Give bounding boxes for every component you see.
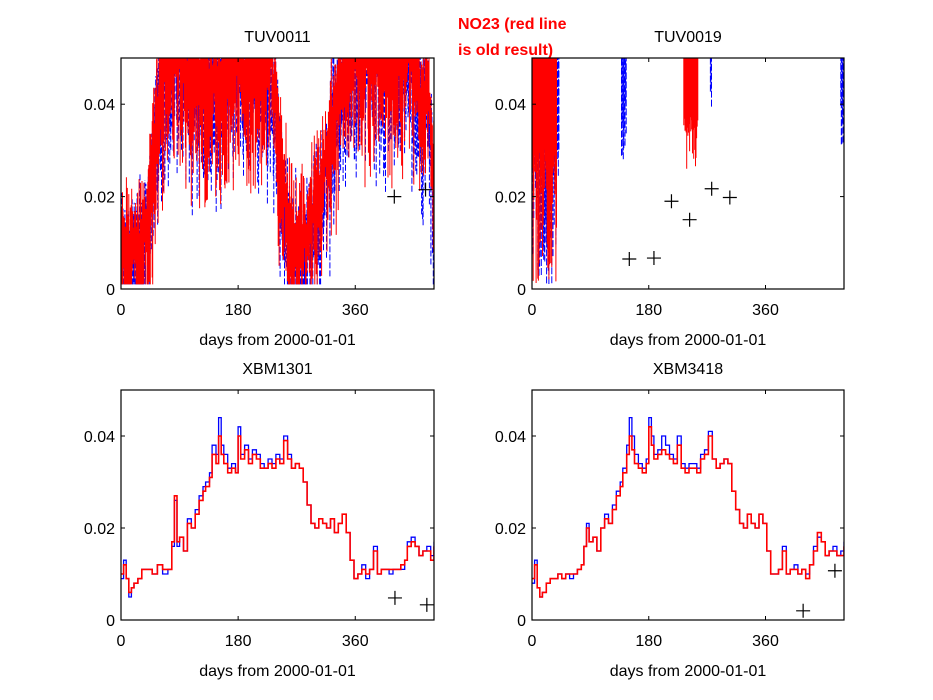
- y-tick-label: 0: [106, 282, 115, 299]
- y-tick-label: 0: [106, 613, 115, 630]
- series-line: [121, 435, 434, 594]
- y-tick-label: 0.02: [84, 521, 115, 538]
- x-axis-label: days from 2000-01-01: [199, 332, 356, 349]
- x-tick-label: 0: [528, 302, 537, 319]
- observation-marker: [664, 194, 679, 209]
- y-tick-label: 0: [517, 282, 526, 299]
- subplot-title: TUV0019: [654, 29, 722, 46]
- series-burst: [532, 58, 557, 283]
- y-tick-label: 0.02: [495, 521, 526, 538]
- x-axis-label: days from 2000-01-01: [610, 332, 767, 349]
- subplot-title: XBM3418: [653, 361, 723, 378]
- plot-area: [532, 416, 844, 618]
- y-tick-label: 0.04: [84, 429, 115, 446]
- x-axis-label: days from 2000-01-01: [610, 663, 767, 680]
- x-tick-label: 0: [117, 633, 126, 650]
- observation-marker: [704, 181, 719, 196]
- subplot-tuv0019: TUV0019 0 180 360 0 0.02 0.04 days from 2000-01…: [495, 29, 845, 349]
- x-axis-label: days from 2000-01-01: [199, 663, 356, 680]
- series-old-result: [532, 426, 844, 598]
- y-tick-label: 0.02: [84, 190, 115, 207]
- x-tick-label: 0: [117, 302, 126, 319]
- observation-markers: [387, 590, 434, 612]
- y-tick-label: 0.04: [495, 97, 526, 114]
- series-burst: [683, 58, 699, 169]
- subplot-title: XBM1301: [242, 361, 312, 378]
- y-tick-label: 0: [517, 613, 526, 630]
- x-tick-label: 180: [225, 633, 252, 650]
- plot-area: [121, 416, 434, 612]
- series-old-result: [121, 435, 434, 594]
- annotation-line-1: NO23 (red line: [458, 16, 567, 33]
- series-old-result: [121, 58, 434, 285]
- annotation-line-2: is old result): [458, 42, 553, 59]
- series-line: [121, 58, 434, 285]
- axes-box: [531, 57, 845, 290]
- y-tick-label: 0.04: [495, 429, 526, 446]
- observation-marker: [622, 251, 637, 266]
- plot-area: [121, 58, 434, 285]
- observation-marker: [796, 603, 811, 618]
- plot-area: [532, 58, 844, 284]
- observation-marker: [646, 251, 661, 266]
- x-tick-label: 180: [225, 302, 252, 319]
- observation-marker: [827, 563, 842, 578]
- subplot-title: TUV0011: [244, 29, 311, 46]
- series-burst: [840, 58, 844, 145]
- x-tick-label: 360: [752, 302, 779, 319]
- x-tick-label: 360: [342, 633, 369, 650]
- subplot-xbm1301: XBM1301 0 180 360 0 0.02 0.04 days from 2000-01…: [84, 361, 435, 680]
- axes-box: [531, 389, 845, 621]
- observation-marker: [418, 182, 433, 197]
- series-burst: [709, 58, 712, 107]
- x-tick-label: 0: [528, 633, 537, 650]
- x-tick-label: 360: [752, 633, 779, 650]
- axes-box: [120, 57, 435, 290]
- x-tick-label: 180: [635, 633, 662, 650]
- y-tick-label: 0.04: [84, 97, 115, 114]
- observation-marker: [387, 590, 402, 605]
- x-tick-label: 360: [342, 302, 369, 319]
- observation-markers: [387, 182, 433, 204]
- series-line: [532, 426, 844, 598]
- y-tick-label: 0.02: [495, 190, 526, 207]
- x-tick-label: 180: [635, 302, 662, 319]
- observation-marker: [682, 212, 697, 227]
- axes-box: [120, 389, 435, 621]
- observation-marker: [387, 189, 402, 204]
- observation-marker: [722, 190, 737, 205]
- series-burst: [621, 58, 627, 160]
- series-old-result: [532, 58, 699, 283]
- observation-marker: [419, 597, 434, 612]
- observation-markers: [796, 563, 842, 618]
- observation-markers: [622, 181, 737, 266]
- subplot-tuv0011: TUV0011 0 180 360 0 0.02 0.04 days from 2000-01…: [84, 29, 435, 349]
- subplot-xbm3418: XBM3418 0 180 360 0 0.02 0.04 days from 2000-01…: [495, 361, 845, 680]
